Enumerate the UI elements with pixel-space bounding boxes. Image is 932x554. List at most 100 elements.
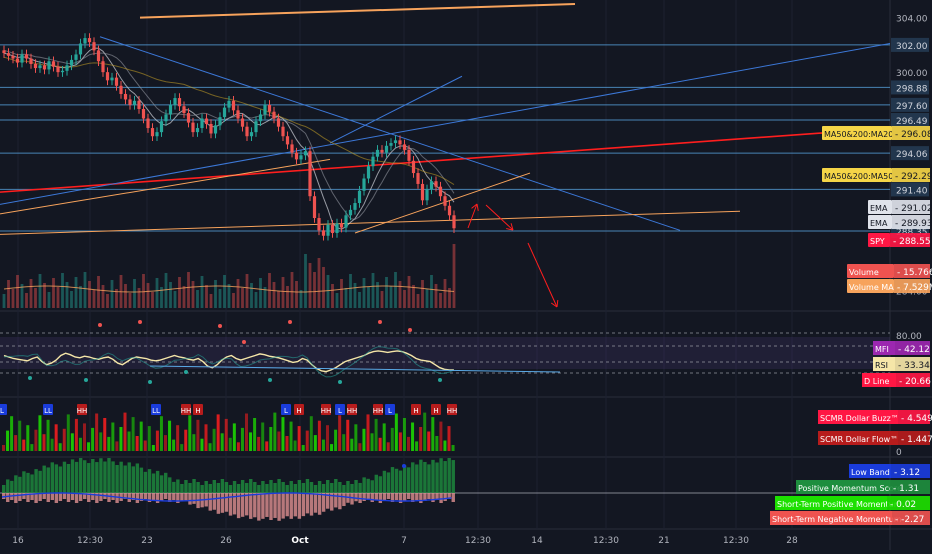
pivot-marker — [431, 404, 441, 415]
buzz-bar — [390, 427, 394, 451]
buzz-bar — [184, 429, 188, 451]
time-axis[interactable]: 16 12:30 23 26 Oct 7 12:30 14 12:30 21 12:30 28 — [12, 536, 798, 546]
pivot-marker-text: HH — [347, 407, 358, 415]
volume-bar — [344, 288, 348, 308]
pivot-marker-text: HH — [373, 407, 384, 415]
volume-bar — [106, 294, 109, 308]
momentum-positive-bar — [443, 461, 447, 493]
pivot-marker-text: HH — [447, 407, 458, 415]
buzz-bar — [297, 426, 301, 451]
time-tick-label: 12:30 — [723, 536, 749, 546]
momentum-negative-bar — [155, 493, 160, 503]
arrow-head — [550, 299, 559, 308]
candle-body — [213, 125, 218, 134]
momentum-negative-bar — [115, 493, 119, 503]
momentum-positive-bar — [451, 460, 455, 493]
momentum-positive-bar — [123, 465, 127, 493]
buzz-bar — [317, 420, 321, 451]
candle-body — [150, 128, 155, 137]
price-axis[interactable]: 304.00300.00284.00302.00298.88297.60296.… — [770, 15, 932, 525]
candle-body — [15, 58, 20, 63]
volume-bar — [236, 279, 240, 308]
momentum-positive-bar — [354, 480, 358, 493]
momentum-label-name-tag — [796, 480, 890, 494]
buzz-bar — [313, 435, 317, 451]
buzz-bar — [427, 431, 431, 451]
momentum-positive-bar — [62, 461, 67, 493]
momentum-negative-bar — [42, 493, 46, 499]
label-value-tag — [894, 264, 930, 278]
momentum-positive-bar — [350, 484, 354, 493]
pivot-marker-text: HH — [321, 407, 332, 415]
buzz-bar — [240, 427, 244, 451]
volume-bar — [218, 289, 222, 308]
momentum-negative-bar — [78, 493, 83, 501]
momentum-negative-bar — [386, 493, 391, 499]
volume-bar — [439, 293, 442, 308]
buzz-bar — [188, 415, 192, 451]
volume-bar — [25, 293, 28, 308]
volume-bar — [92, 290, 96, 308]
momentum-positive-bar — [6, 479, 10, 493]
momentum-negative-bar — [236, 493, 241, 519]
momentum-negative-bar — [159, 493, 164, 501]
candle-body — [362, 178, 366, 191]
momentum-positive-bar — [415, 464, 419, 493]
buzz-bar — [14, 435, 18, 451]
candle-body — [33, 63, 38, 69]
label-name-tag — [847, 279, 894, 293]
volume-bar — [16, 275, 19, 308]
trend-line-support — [354, 172, 531, 234]
buzz-bar — [216, 414, 220, 451]
candle-body — [200, 118, 204, 129]
momentum-negative-bar — [34, 493, 38, 503]
momentum-positive-bar — [228, 485, 233, 493]
buzz-bar — [358, 443, 362, 451]
momentum-positive-bar — [204, 481, 208, 493]
volume-bar — [362, 278, 366, 308]
candle-body — [128, 99, 132, 105]
volume-bar — [241, 288, 244, 308]
momentum-positive-bar — [370, 480, 374, 493]
buzz-bar — [281, 417, 285, 451]
momentum-label-value-tag — [887, 496, 930, 510]
momentum-positive-bar — [342, 485, 346, 493]
momentum-positive-bar — [269, 480, 273, 493]
candle-body — [87, 38, 92, 43]
momentum-negative-bar — [439, 493, 443, 503]
momentum-negative-bar — [2, 493, 6, 499]
momentum-negative-bar — [216, 493, 221, 514]
buzz-bar — [164, 435, 167, 451]
volume-bar — [56, 287, 60, 308]
pivot-marker — [0, 404, 7, 415]
candle-body — [240, 118, 245, 127]
price-level-label: 297.60 — [896, 102, 928, 112]
momentum-negative-bar — [91, 493, 95, 500]
buzz-label-value-text: - 1.447B — [901, 435, 932, 445]
pivot-marker — [43, 404, 53, 415]
volume-bar — [331, 284, 334, 308]
pivot-marker-text: H — [296, 407, 301, 415]
label-name-tag — [868, 233, 890, 247]
momentum-positive-bar — [196, 482, 200, 493]
price-level-label: 288.35 — [896, 228, 928, 238]
momentum-positive-bar — [407, 467, 411, 493]
buzz-bar — [220, 433, 224, 451]
momentum-positive-bar — [155, 470, 160, 493]
osc-label-name-text: RSI — [875, 361, 888, 370]
price-level-label: 294.06 — [896, 150, 928, 160]
candle-body — [11, 55, 15, 59]
main-pane — [0, 3, 890, 308]
buzz-bar — [58, 443, 62, 451]
momentum-negative-bar — [123, 493, 127, 499]
pivot-marker — [335, 404, 345, 415]
price-level-label: 298.88 — [896, 84, 928, 94]
momentum-negative-bar — [180, 493, 184, 502]
buzz-bar — [212, 428, 216, 451]
candle-body — [294, 152, 299, 160]
volume-bar — [371, 273, 375, 308]
label-value-text: - 7.529M — [897, 283, 932, 293]
buzz-bar — [374, 418, 378, 451]
buzz-bar — [293, 440, 297, 451]
